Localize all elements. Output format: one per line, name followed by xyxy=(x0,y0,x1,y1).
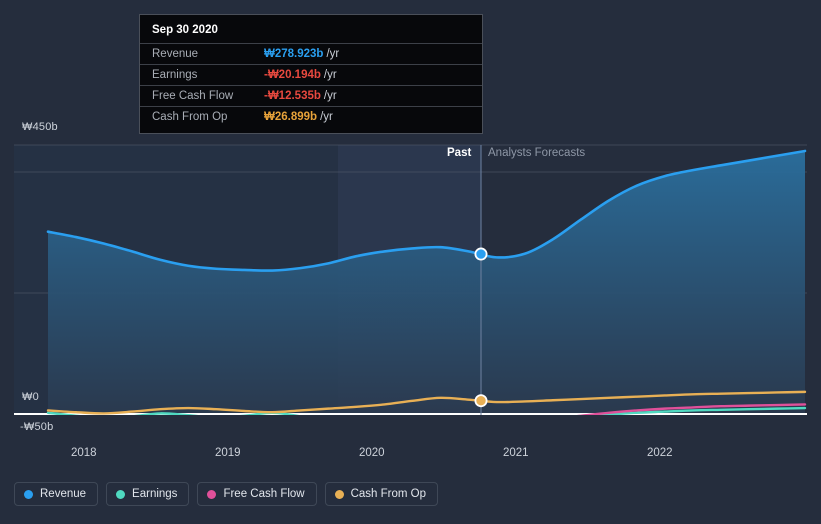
x-tick-2020: 2020 xyxy=(359,447,385,459)
tooltip-value-free-cash-flow: -₩12.535b xyxy=(264,90,321,102)
legend-item-cash-from-op[interactable]: Cash From Op xyxy=(324,482,439,506)
tooltip-title: Sep 30 2020 xyxy=(152,24,218,36)
tooltip-row-revenue: Revenue ₩278.923b /yr xyxy=(140,43,482,64)
y-tick-neg50b: -₩50b xyxy=(20,421,54,433)
x-tick-2019: 2019 xyxy=(215,447,241,459)
tooltip-unit-cash-from-op: /yr xyxy=(320,111,333,123)
tooltip-value-earnings: -₩20.194b xyxy=(264,69,321,81)
forecast-label: Analysts Forecasts xyxy=(488,147,586,159)
x-tick-2022: 2022 xyxy=(647,447,673,459)
tooltip-unit-free-cash-flow: /yr xyxy=(323,90,337,102)
tooltip-label-free-cash-flow: Free Cash Flow xyxy=(152,90,234,102)
legend-dot-free-cash-flow-icon xyxy=(207,489,217,499)
legend-label-free-cash-flow: Free Cash Flow xyxy=(223,488,305,500)
y-tick-450b: ₩450b xyxy=(22,121,58,133)
tooltip-row-earnings: Earnings -₩20.194b /yr xyxy=(140,64,482,85)
legend-dot-revenue-icon xyxy=(24,489,33,499)
data-tooltip: Sep 30 2020 Revenue ₩278.923b /yr Earnin… xyxy=(139,14,483,134)
tooltip-unit-revenue: /yr xyxy=(326,48,340,60)
legend-dot-cash-from-op-icon xyxy=(334,489,344,499)
legend-label-cash-from-op: Cash From Op xyxy=(350,488,427,500)
past-label: Past xyxy=(447,147,472,159)
legend-item-revenue[interactable]: Revenue xyxy=(14,482,99,506)
legend-item-free-cash-flow[interactable]: Free Cash Flow xyxy=(197,482,317,506)
legend-item-earnings[interactable]: Earnings xyxy=(106,482,190,506)
x-tick-2021: 2021 xyxy=(503,447,529,459)
legend-label-revenue: Revenue xyxy=(40,488,87,500)
chart-svg xyxy=(14,144,807,415)
legend-dot-earnings-icon xyxy=(116,489,126,499)
tooltip-unit-earnings: /yr xyxy=(323,69,337,81)
plot-area[interactable] xyxy=(14,140,807,415)
tooltip-row-cash-from-op: Cash From Op ₩26.899b /yr xyxy=(140,106,482,127)
tooltip-row-free-cash-flow: Free Cash Flow -₩12.535b /yr xyxy=(140,85,482,106)
tooltip-value-revenue: ₩278.923b xyxy=(264,48,324,60)
chart-legend: Revenue Earnings Free Cash Flow Cash Fro… xyxy=(14,482,439,506)
y-tick-0: ₩0 xyxy=(22,391,39,403)
tooltip-label-revenue: Revenue xyxy=(152,48,199,60)
x-tick-2018: 2018 xyxy=(71,447,97,459)
tooltip-label-earnings: Earnings xyxy=(152,69,198,81)
tooltip-value-cash-from-op: ₩26.899b xyxy=(264,111,318,123)
legend-label-earnings: Earnings xyxy=(132,488,178,500)
tooltip-label-cash-from-op: Cash From Op xyxy=(152,111,228,123)
